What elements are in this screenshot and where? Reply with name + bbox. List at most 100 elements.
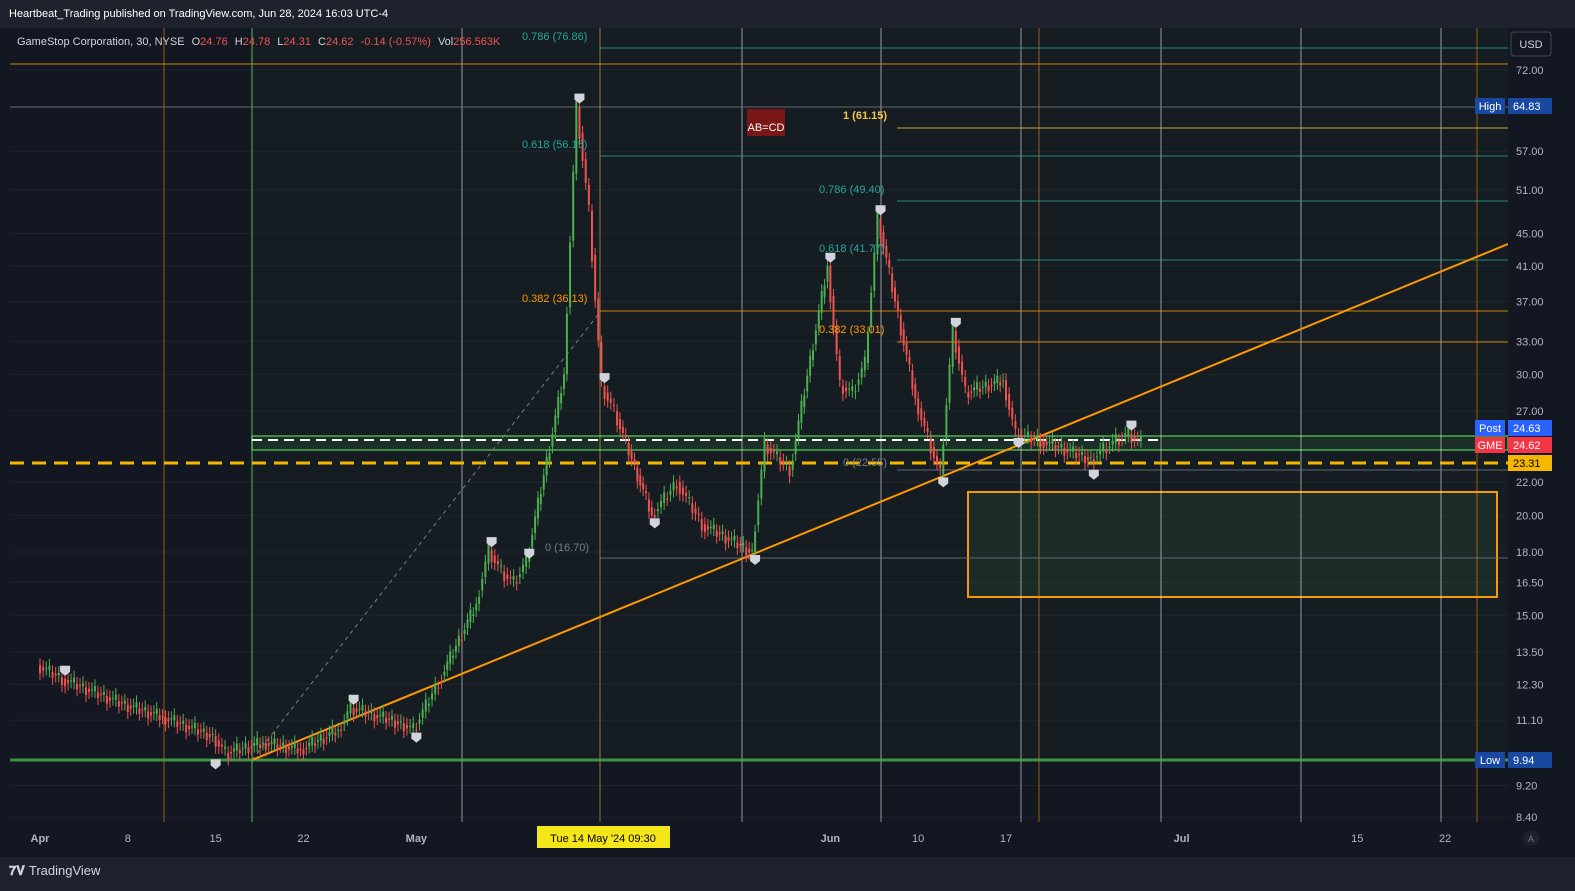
fib-labels: 0.786 (76.86) 0.618 (56.15) 0.382 (36.13) 0… bbox=[522, 31, 887, 554]
candle-body bbox=[1060, 444, 1063, 448]
candle-body bbox=[791, 460, 794, 470]
candle-body bbox=[388, 718, 391, 720]
price-tick-label: 9.20 bbox=[1516, 780, 1537, 792]
candle-body bbox=[691, 503, 694, 513]
candle-body bbox=[678, 482, 681, 494]
candle-body bbox=[718, 532, 721, 534]
candle-body bbox=[993, 380, 996, 384]
signal-marker bbox=[210, 759, 221, 770]
signal-marker bbox=[938, 477, 949, 488]
candle-body bbox=[490, 550, 493, 562]
candle-body bbox=[551, 434, 554, 447]
candle-body bbox=[208, 733, 211, 738]
candle-body bbox=[823, 285, 826, 298]
candle-body bbox=[217, 740, 220, 747]
candle-body bbox=[437, 687, 440, 689]
candle-body bbox=[639, 475, 642, 486]
signal-marker bbox=[1088, 469, 1099, 480]
candle-body bbox=[748, 548, 751, 553]
candle-body bbox=[515, 582, 518, 584]
candle-body bbox=[981, 386, 984, 388]
candle-body bbox=[64, 678, 67, 687]
price-tick-label: 8.40 bbox=[1516, 812, 1537, 824]
candle-body bbox=[509, 577, 512, 579]
candle-body bbox=[1030, 437, 1033, 443]
candle-body bbox=[349, 701, 352, 714]
signal-marker bbox=[1013, 438, 1024, 449]
currency-label: USD bbox=[1519, 39, 1542, 51]
candle-body bbox=[99, 693, 102, 695]
candle-body bbox=[144, 707, 147, 711]
candle-body bbox=[405, 724, 408, 729]
signal-marker bbox=[60, 665, 71, 676]
high-badge-label: High bbox=[1479, 101, 1502, 113]
candle-body bbox=[457, 635, 460, 646]
candle-body bbox=[440, 681, 443, 683]
candle-body bbox=[633, 459, 636, 464]
candle-body bbox=[800, 400, 803, 423]
candle-body bbox=[1130, 433, 1133, 443]
candle-body bbox=[603, 386, 606, 399]
price-tick-label: 12.30 bbox=[1516, 679, 1544, 691]
candle-body bbox=[672, 482, 675, 491]
candle-body bbox=[978, 388, 981, 392]
candle-body bbox=[984, 381, 987, 387]
candle-body bbox=[111, 697, 114, 699]
candle-body bbox=[446, 661, 449, 670]
candle-body bbox=[685, 492, 688, 496]
candle-body bbox=[132, 705, 135, 707]
candle-body bbox=[860, 368, 863, 378]
auto-scale-button[interactable] bbox=[1523, 830, 1539, 846]
legend-volume-label: Vol bbox=[438, 36, 453, 48]
price-tick-label: 11.10 bbox=[1516, 715, 1543, 727]
tradingview-logo[interactable]: 𝟕𝐕 TradingView bbox=[9, 863, 100, 879]
candle-body bbox=[93, 686, 96, 692]
candle-body bbox=[443, 671, 446, 676]
candle-body bbox=[373, 714, 376, 722]
level-badge-value: 23.31 bbox=[1513, 458, 1541, 470]
candle-body bbox=[542, 475, 545, 490]
candle-body bbox=[806, 375, 809, 392]
candle-body bbox=[108, 697, 111, 701]
candle-body bbox=[873, 252, 876, 291]
currency-button[interactable] bbox=[1510, 31, 1552, 57]
signal-marker bbox=[486, 537, 497, 548]
symbol-legend[interactable]: GameStop Corporation, 30, NYSE O24.76 H2… bbox=[17, 36, 501, 48]
candle-body bbox=[730, 538, 733, 540]
candle-body bbox=[152, 712, 155, 714]
candle-body bbox=[196, 729, 199, 735]
candle-body bbox=[314, 743, 317, 747]
candle-body bbox=[500, 565, 503, 567]
candle-body bbox=[879, 218, 882, 239]
candle-body bbox=[299, 748, 302, 750]
signal-marker bbox=[750, 555, 761, 566]
candle-body bbox=[578, 106, 581, 140]
fib-label: 0.618 (41.77) bbox=[819, 243, 884, 255]
candle-body bbox=[170, 718, 173, 720]
candle-body bbox=[829, 265, 832, 303]
fib-label: 1 (61.15) bbox=[843, 110, 887, 122]
candle-body bbox=[179, 722, 182, 724]
candle-body bbox=[1008, 393, 1011, 410]
price-tick-label: 41.00 bbox=[1516, 261, 1544, 273]
candle-body bbox=[415, 729, 418, 731]
candle-body bbox=[220, 744, 223, 747]
candle-body bbox=[409, 725, 412, 727]
candle-body bbox=[135, 702, 138, 708]
candle-body bbox=[618, 419, 621, 430]
time-tick-label: 15 bbox=[1351, 833, 1363, 845]
candle-body bbox=[669, 490, 672, 495]
candle-body bbox=[120, 702, 123, 704]
candle-body bbox=[905, 342, 908, 355]
legend-open-label: O bbox=[192, 36, 201, 48]
chart-grid bbox=[10, 28, 1508, 857]
candle-body bbox=[70, 680, 73, 682]
plot-area[interactable] bbox=[10, 28, 1508, 857]
candle-body bbox=[1075, 452, 1078, 458]
candle-body bbox=[645, 491, 648, 494]
candle-body bbox=[256, 738, 259, 746]
candle-body bbox=[681, 487, 684, 495]
signal-marker bbox=[649, 518, 660, 529]
candle-body bbox=[1099, 449, 1102, 455]
